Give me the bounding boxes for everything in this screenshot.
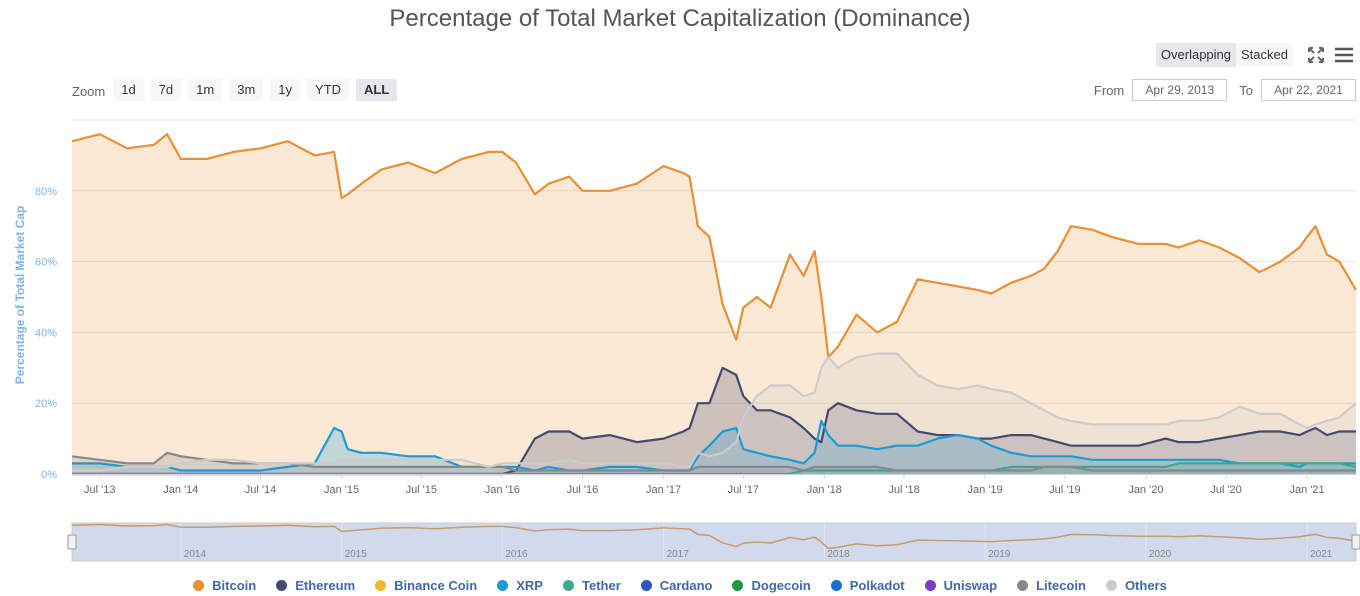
legend-marker-icon xyxy=(1017,580,1029,591)
x-tick-label: Jan '19 xyxy=(968,484,1003,496)
litecoin-area xyxy=(72,452,1356,474)
zoom-all-button[interactable]: ALL xyxy=(356,79,398,101)
bitcoin-line[interactable] xyxy=(71,133,1357,359)
x-tick-label: Jul '20 xyxy=(1210,484,1241,496)
navigator-year-label: 2016 xyxy=(505,549,528,560)
fullscreen-icon[interactable] xyxy=(1305,44,1327,66)
navigator-handle[interactable] xyxy=(1351,534,1360,550)
x-tick-label: Jul '15 xyxy=(406,484,437,496)
legend-item-uniswap[interactable]: Uniswap xyxy=(924,578,998,593)
navigator-mask[interactable] xyxy=(71,522,1357,562)
from-date-input[interactable]: Apr 29, 2013 xyxy=(1132,79,1228,101)
navigator-year-label: 2021 xyxy=(1310,549,1333,560)
x-tick-label: Jan '14 xyxy=(163,484,198,496)
overlapping-button[interactable]: Overlapping xyxy=(1155,43,1237,67)
legend-marker-icon xyxy=(924,580,936,591)
legend-marker-icon xyxy=(497,580,509,591)
legend-item-others[interactable]: Others xyxy=(1105,578,1167,593)
legend-marker-icon xyxy=(640,580,652,591)
legend-marker-icon xyxy=(375,580,387,591)
x-tick-label: Jan '17 xyxy=(646,484,681,496)
y-tick-label: 0% xyxy=(41,469,57,481)
navigator-handle[interactable] xyxy=(67,534,77,550)
legend-marker-icon xyxy=(562,580,574,591)
y-axis-label: Percentage of Total Market Cap xyxy=(13,206,27,385)
to-date-input[interactable]: Apr 22, 2021 xyxy=(1261,79,1356,101)
legend-item-ethereum[interactable]: Ethereum xyxy=(276,578,355,593)
x-tick-label: Jul '13 xyxy=(84,484,115,496)
legend-marker-icon xyxy=(830,580,842,591)
legend-label: Polkadot xyxy=(849,578,905,593)
xrp-line[interactable] xyxy=(72,419,1356,472)
legend-item-bitcoin[interactable]: Bitcoin xyxy=(193,578,256,593)
legend-item-dogecoin[interactable]: Dogecoin xyxy=(732,578,811,593)
bitcoin-area xyxy=(72,134,1356,474)
zoom-ytd-button[interactable]: YTD xyxy=(307,79,350,101)
legend-marker-icon xyxy=(193,580,205,591)
navigator-year-label: 2014 xyxy=(184,549,207,560)
stacked-button[interactable]: Stacked xyxy=(1236,43,1293,67)
legend-item-binance-coin[interactable]: Binance Coin xyxy=(375,578,477,593)
x-tick-label: Jul '18 xyxy=(888,484,919,496)
navigator-year-label: 2019 xyxy=(988,549,1011,560)
date-range: From Apr 29, 2013 To Apr 22, 2021 xyxy=(1094,79,1356,101)
zoom-label: Zoom xyxy=(72,84,106,99)
chart-type-toggle: Overlapping Stacked xyxy=(1155,43,1293,67)
x-tick-label: Jan '15 xyxy=(324,484,359,496)
zoom-1m-button[interactable]: 1m xyxy=(188,79,223,101)
y-tick-label: 20% xyxy=(35,398,57,410)
navigator-year-label: 2015 xyxy=(345,549,368,560)
ethereum-area xyxy=(72,367,1356,474)
legend-item-tether[interactable]: Tether xyxy=(562,578,621,593)
zoom-7d-button[interactable]: 7d xyxy=(150,79,182,101)
x-tick-label: Jan '16 xyxy=(485,484,520,496)
others-line[interactable] xyxy=(72,352,1357,472)
zoom-1y-button[interactable]: 1y xyxy=(270,79,301,101)
x-tick-label: Jul '16 xyxy=(567,484,598,496)
legend-label: Dogecoin xyxy=(751,578,811,593)
chart-title: Percentage of Total Market Capitalizatio… xyxy=(389,5,971,32)
legend-label: Binance Coin xyxy=(394,578,478,593)
navigator-year-label: 2020 xyxy=(1149,549,1172,560)
tether-area xyxy=(72,463,1356,474)
legend-label: Litecoin xyxy=(1036,578,1086,593)
legend-item-cardano[interactable]: Cardano xyxy=(640,578,713,593)
navigator-year-label: 2018 xyxy=(827,549,850,560)
legend-marker-icon xyxy=(276,580,288,591)
x-tick-label: Jul '19 xyxy=(1049,484,1080,496)
legend-item-litecoin[interactable]: Litecoin xyxy=(1017,578,1086,593)
navigator[interactable]: 2014 2015 2016 2017 2018 2019 2020 2021 xyxy=(67,522,1360,562)
legend-label: Cardano xyxy=(659,578,713,593)
legend-item-xrp[interactable]: XRP xyxy=(497,578,543,593)
litecoin-line[interactable] xyxy=(71,451,1356,472)
y-tick-label: 60% xyxy=(35,257,57,269)
zoom-1d-button[interactable]: 1d xyxy=(113,79,144,101)
hamburger-menu-icon[interactable] xyxy=(1333,44,1355,66)
legend-label: Bitcoin xyxy=(212,578,257,593)
from-label: From xyxy=(1093,82,1125,98)
dominance-chart: 0% 20% 40% 60% 80% Jul '13 Jan '14 Jul '14 Jan '… xyxy=(13,119,1360,562)
legend-label: Others xyxy=(1124,578,1167,593)
legend-label: Uniswap xyxy=(943,578,998,593)
y-tick-label: 80% xyxy=(35,186,57,198)
others-area xyxy=(72,353,1356,474)
x-tick-label: Jul '14 xyxy=(245,484,276,496)
legend-label: XRP xyxy=(516,578,543,593)
zoom-bar: Zoom 1d 7d 1m 3m 1y YTD ALL xyxy=(72,79,404,101)
legend-marker-icon xyxy=(1105,580,1117,591)
navigator-series xyxy=(71,523,1357,550)
to-label: To xyxy=(1239,82,1253,98)
legend-label: Ethereum xyxy=(295,578,356,593)
legend-marker-icon xyxy=(732,580,744,591)
x-tick-label: Jul '17 xyxy=(728,484,759,496)
zoom-3m-button[interactable]: 3m xyxy=(229,79,264,101)
legend-item-polkadot[interactable]: Polkadot xyxy=(830,578,905,593)
legend-label: Tether xyxy=(581,578,621,593)
x-tick-label: Jan '18 xyxy=(807,484,842,496)
legend: Bitcoin Ethereum Binance Coin XRP Tether Card… xyxy=(0,578,1360,593)
x-tick-label: Jan '20 xyxy=(1128,484,1163,496)
y-tick-label: 40% xyxy=(35,327,57,339)
navigator-year-label: 2017 xyxy=(667,549,690,560)
x-tick-label: Jan '21 xyxy=(1290,484,1325,496)
